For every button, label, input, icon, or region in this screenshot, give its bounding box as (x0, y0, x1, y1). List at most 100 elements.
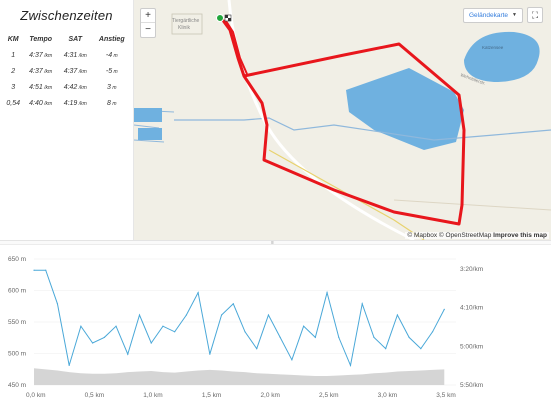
pace-point (385, 348, 387, 350)
col-anstieg: Anstieg (98, 36, 125, 43)
pace-point (361, 303, 363, 305)
split-sat: 4:42 /km (63, 84, 87, 91)
split-sat: 4:31 /km (63, 52, 87, 59)
splits-header-row: KM Tempo SAT Anstieg (3, 34, 131, 48)
pace-point (326, 292, 328, 294)
split-anstieg: -5 m (105, 68, 118, 75)
pace-line (34, 269, 445, 368)
x-tick-label: 0,0 km (26, 392, 46, 399)
split-row: 2 4:37 /km 4:37 /km -5 m (3, 64, 131, 80)
col-sat: SAT (68, 36, 82, 43)
split-anstieg: 3 m (107, 84, 117, 91)
map-layer-dropdown[interactable]: Geländekarte ▼ (463, 8, 523, 23)
zoom-out-button[interactable]: − (145, 24, 151, 35)
split-km: 2 (11, 68, 16, 75)
map-label-1: Tiergärtliche (172, 18, 200, 24)
route-map[interactable]: Tiergärtliche Klinik Katzensee Wehntaler… (134, 0, 551, 240)
splits-panel: Zwischenzeiten KM Tempo SAT Anstieg 1 4:3… (0, 0, 134, 240)
map-water-small-1 (134, 108, 162, 122)
pace-point (45, 269, 47, 271)
attribution-text[interactable]: © Mapbox © OpenStreetMap (407, 232, 492, 239)
pace-point (220, 314, 223, 316)
start-marker (216, 14, 224, 22)
map-lake-label: Katzensee (482, 45, 504, 50)
pace-point (420, 348, 422, 350)
x-tick-label: 0,5 km (85, 392, 105, 399)
chevron-down-icon: ▼ (512, 12, 517, 18)
profile-chart: 650 m 600 m 550 m 500 m 450 m 3:20/km 4:10/km 5… (8, 256, 483, 399)
elev-tick-label: 500 m (8, 351, 26, 358)
pace-point (103, 336, 105, 338)
pace-point (338, 336, 340, 338)
pace-point (185, 314, 187, 316)
split-row: 1 4:37 /km 4:31 /km -4 m (3, 48, 131, 64)
pace-point (80, 325, 82, 327)
fullscreen-icon[interactable]: ⛶ (527, 7, 543, 23)
route-line-outer (220, 18, 466, 226)
pace-tick-label: 3:20/km (460, 266, 483, 273)
pace-point (244, 331, 246, 333)
x-tick-label: 2,5 km (319, 392, 339, 399)
map-lake-main (346, 68, 464, 150)
pace-point (209, 353, 211, 355)
pace-point (56, 303, 59, 305)
pace-point (162, 325, 164, 327)
map-attribution: © Mapbox © OpenStreetMap Improve this ma… (405, 232, 549, 239)
splits-table: KM Tempo SAT Anstieg 1 4:37 /km 4:31 /km -4… (3, 34, 131, 112)
x-tick-label: 3,0 km (378, 392, 398, 399)
pace-point (138, 314, 141, 316)
elev-tick-label: 600 m (8, 288, 26, 295)
split-sat: 4:37 /km (63, 68, 87, 75)
split-row: 3 4:51 /km 4:42 /km 3 m (3, 80, 131, 96)
col-tempo: Tempo (29, 36, 53, 43)
map-label-2: Klinik (178, 25, 190, 31)
pace-point (68, 364, 70, 366)
pace-point (396, 314, 398, 316)
pace-tick-label: 4:10/km (460, 305, 483, 312)
pace-point (373, 336, 375, 338)
pace-point (232, 303, 234, 305)
elevation-pace-profile[interactable]: 650 m 600 m 550 m 500 m 450 m 3:20/km 4:10/km 5… (0, 245, 551, 400)
route-line-inner (225, 20, 248, 75)
split-row: 0,54 4:40 /km 4:19 /km 8 m (3, 96, 131, 112)
split-km: 1 (11, 52, 16, 59)
pace-point (291, 359, 293, 361)
pace-point (197, 292, 199, 294)
pace-point (314, 336, 316, 338)
split-tempo: 4:37 /km (29, 52, 53, 59)
zoom-control: + − (140, 8, 156, 38)
pace-point (127, 353, 129, 355)
split-anstieg: -4 m (105, 52, 118, 59)
pace-point (408, 336, 410, 338)
x-tick-label: 3,5 km (436, 392, 456, 399)
map-water-small-2 (138, 128, 162, 140)
pace-point (349, 364, 352, 366)
x-tick-label: 1,0 km (143, 392, 163, 399)
split-sat: 4:19 /km (63, 100, 87, 107)
pace-tick-label: 5:50/km (460, 382, 483, 389)
split-tempo: 4:51 /km (29, 84, 53, 91)
resize-divider[interactable]: ≡ (0, 240, 551, 246)
elev-tick-label: 650 m (8, 256, 26, 263)
elev-tick-label: 550 m (8, 319, 26, 326)
split-tempo: 4:40 /km (29, 100, 53, 107)
split-km: 3 (11, 84, 16, 91)
resize-grip-icon[interactable]: ≡ (271, 240, 274, 246)
elevation-area (34, 368, 445, 385)
pace-point (33, 269, 35, 271)
map-canvas: Tiergärtliche Klinik Katzensee Wehntaler… (134, 0, 551, 240)
improve-map-link[interactable]: Improve this map (493, 232, 547, 239)
pace-point (115, 325, 117, 327)
pace-point (279, 336, 281, 338)
pace-point (150, 342, 152, 344)
col-km: KM (7, 36, 19, 43)
pace-point (431, 331, 434, 333)
x-tick-label: 2,0 km (260, 392, 280, 399)
pace-point (174, 331, 176, 333)
pace-point (256, 348, 258, 350)
pace-point (443, 308, 445, 310)
map-layer-label: Geländekarte (469, 12, 509, 19)
split-tempo: 4:37 /km (29, 68, 53, 75)
pace-tick-label: 5:00/km (460, 343, 483, 350)
zoom-in-button[interactable]: + (141, 9, 155, 23)
